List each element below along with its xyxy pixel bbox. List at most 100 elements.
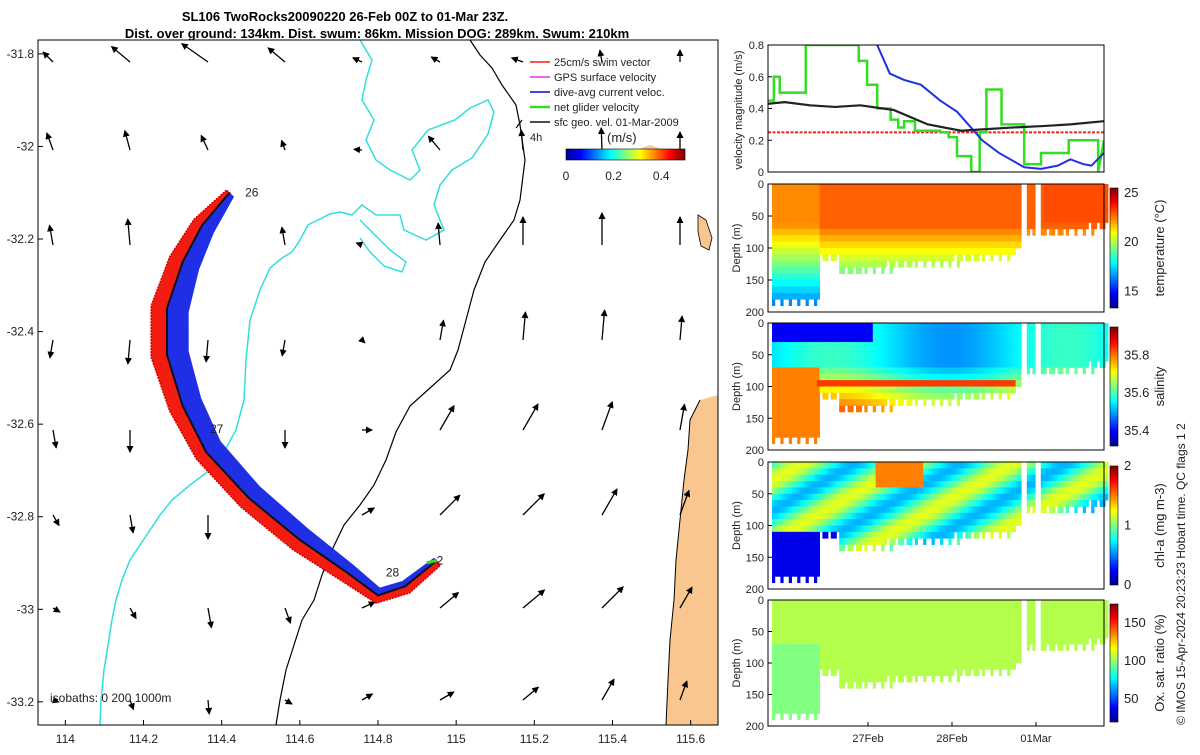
cast-cell	[797, 299, 800, 306]
cast-cell	[808, 487, 811, 494]
cast-cell	[915, 500, 918, 507]
cast-cell	[792, 203, 795, 210]
cast-cell	[859, 248, 862, 255]
cast-cell	[808, 564, 811, 571]
cast-cell	[783, 500, 786, 507]
cast-cell	[1030, 355, 1033, 362]
cast-cell	[1032, 190, 1035, 197]
cast-cell	[985, 387, 988, 394]
cast-cell	[817, 280, 820, 287]
cast-cell	[1091, 500, 1094, 507]
cast-cell	[831, 650, 834, 657]
cast-cell	[806, 707, 809, 714]
cast-cell	[923, 487, 926, 494]
cast-cell	[803, 682, 806, 689]
cast-cell	[1013, 367, 1016, 374]
cast-cell	[789, 197, 792, 204]
cast-cell	[808, 412, 811, 419]
cast-cell	[901, 190, 904, 197]
cast-cell	[934, 336, 937, 343]
cast-cell	[876, 203, 879, 210]
cast-cell	[1091, 348, 1094, 355]
cast-cell	[836, 519, 839, 526]
cast-cell	[912, 468, 915, 475]
cast-cell	[780, 462, 783, 469]
cast-cell	[1027, 500, 1030, 507]
cast-cell	[906, 261, 909, 268]
cast-cell	[825, 644, 828, 651]
cast-cell	[800, 538, 803, 545]
cast-cell	[901, 329, 904, 336]
cast-cell	[794, 538, 797, 545]
cast-cell	[890, 254, 893, 261]
cast-cell	[794, 481, 797, 488]
cast-cell	[845, 203, 848, 210]
cast-cell	[960, 348, 963, 355]
cast-cell	[884, 361, 887, 368]
cast-cell	[772, 399, 775, 406]
cast-cell	[876, 619, 879, 626]
cast-cell	[929, 481, 932, 488]
cast-cell	[951, 526, 954, 533]
cast-cell	[918, 367, 921, 374]
cast-cell	[864, 406, 867, 413]
cast-cell	[811, 380, 814, 387]
cast-cell	[960, 342, 963, 349]
cast-cell	[1002, 336, 1005, 343]
cast-cell	[864, 336, 867, 343]
cast-cell	[789, 606, 792, 613]
cast-cell	[943, 235, 946, 242]
cast-cell	[929, 487, 932, 494]
cast-cell	[856, 526, 859, 533]
cast-cell	[862, 248, 865, 255]
cast-cell	[822, 342, 825, 349]
cast-cell	[982, 462, 985, 469]
cast-cell	[1086, 487, 1089, 494]
cast-cell	[906, 342, 909, 349]
cast-cell	[778, 425, 781, 432]
cast-cell	[1066, 342, 1069, 349]
cast-cell	[822, 632, 825, 639]
cast-cell	[848, 222, 851, 229]
cast-cell	[895, 481, 898, 488]
cast-cell	[1016, 210, 1019, 217]
cast-cell	[836, 203, 839, 210]
cast-cell	[993, 519, 996, 526]
cast-cell	[839, 323, 842, 330]
cast-cell	[800, 707, 803, 714]
cast-cell	[932, 190, 935, 197]
cast-cell	[789, 494, 792, 501]
cast-cell	[792, 197, 795, 204]
cast-cell	[778, 644, 781, 651]
cast-cell	[957, 342, 960, 349]
cast-cell	[988, 203, 991, 210]
cast-cell	[834, 487, 837, 494]
cast-cell	[834, 625, 837, 632]
cast-cell	[870, 462, 873, 469]
cast-cell	[1010, 487, 1013, 494]
cast-cell	[811, 468, 814, 475]
cast-cell	[772, 274, 775, 281]
cast-cell	[1077, 487, 1080, 494]
cast-cell	[873, 657, 876, 664]
cast-cell	[948, 399, 951, 406]
cast-cell	[1063, 329, 1066, 336]
cast-cell	[870, 494, 873, 501]
cast-cell	[881, 462, 884, 469]
cast-cell	[1072, 197, 1075, 204]
cast-cell	[1013, 494, 1016, 501]
cast-cell	[954, 374, 957, 381]
cast-cell	[834, 669, 837, 676]
cast-cell	[1060, 494, 1063, 501]
cast-cell	[783, 286, 786, 293]
cast-cell	[1100, 210, 1103, 217]
cast-cell	[968, 222, 971, 229]
cast-cell	[834, 184, 837, 191]
cast-cell	[1066, 506, 1069, 513]
cast-cell	[979, 323, 982, 330]
cast-cell	[954, 487, 957, 494]
cast-cell	[792, 613, 795, 620]
cast-cell	[988, 500, 991, 507]
section-ytick-label: 0	[758, 457, 764, 469]
cast-cell	[1004, 348, 1007, 355]
